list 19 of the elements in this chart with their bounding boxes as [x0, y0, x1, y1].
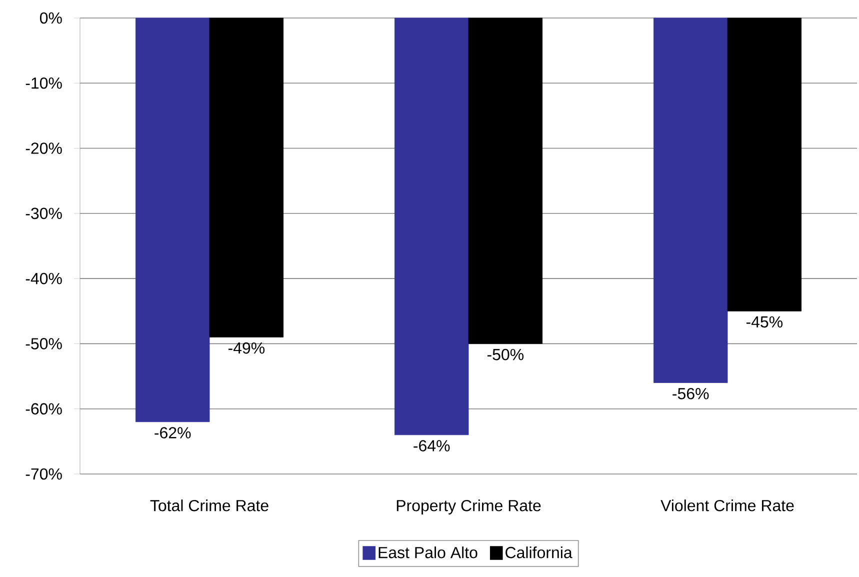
legend-label: East Palo Alto: [378, 546, 478, 558]
data-label: -45%: [746, 316, 783, 328]
y-tick-label: -40%: [26, 272, 62, 284]
legend-label: California: [506, 546, 572, 558]
y-tick-label: -10%: [26, 77, 62, 89]
x-tick-label: Property Crime Rate: [396, 500, 541, 514]
x-tick-label: Violent Crime Rate: [660, 500, 794, 512]
data-label: -50%: [487, 348, 524, 360]
y-tick-label: -20%: [26, 142, 62, 154]
data-label: -64%: [414, 440, 450, 452]
y-tick-label: -70%: [26, 468, 62, 480]
data-label: -49%: [228, 342, 265, 354]
y-tick-label: 0%: [40, 12, 62, 24]
y-tick-label: -60%: [26, 403, 62, 415]
y-tick-label: -50%: [26, 338, 62, 350]
data-label: -56%: [672, 388, 709, 400]
data-label: -62%: [154, 427, 191, 438]
x-tick-label: Total Crime Rate: [150, 500, 268, 512]
y-tick-label: -30%: [26, 208, 62, 220]
